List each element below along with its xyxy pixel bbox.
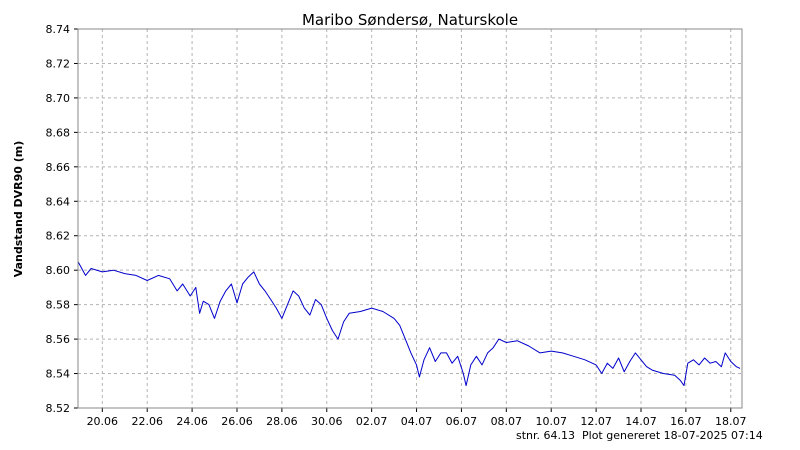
y-tick-label: 8.54 xyxy=(46,368,71,381)
x-tick-label: 20.06 xyxy=(87,415,119,428)
data-series xyxy=(77,261,741,387)
x-tick-label: 02.07 xyxy=(356,415,388,428)
chart-title: Maribo Søndersø, Naturskole xyxy=(302,11,518,29)
y-tick-label: 8.70 xyxy=(46,92,71,105)
x-tick-label: 26.06 xyxy=(221,415,253,428)
y-tick-label: 8.58 xyxy=(46,299,71,312)
water-level-line xyxy=(77,261,741,387)
y-axis-label: Vandstand DVR90 (m) xyxy=(12,141,25,278)
x-tick-labels: 20.06 22.06 24.06 26.06 28.06 30.06 02.07 04.07… xyxy=(87,408,747,428)
y-tick-label: 8.64 xyxy=(46,195,71,208)
y-tick-label: 8.52 xyxy=(46,402,71,415)
x-tick-label: 10.07 xyxy=(535,415,567,428)
x-tick-label: 18.07 xyxy=(715,415,747,428)
y-tick-label: 8.62 xyxy=(46,230,71,243)
x-tick-label: 14.07 xyxy=(625,415,657,428)
footer-generated: Plot genereret 18-07-2025 07:14 xyxy=(582,429,763,442)
x-tick-label: 24.06 xyxy=(176,415,208,428)
y-tick-label: 8.72 xyxy=(46,57,71,70)
x-tick-label: 08.07 xyxy=(491,415,523,428)
x-tick-label: 30.06 xyxy=(311,415,343,428)
x-tick-label: 12.07 xyxy=(580,415,612,428)
x-tick-label: 28.06 xyxy=(266,415,298,428)
y-tick-label: 8.66 xyxy=(46,161,71,174)
x-tick-label: 22.06 xyxy=(131,415,163,428)
y-tick-labels: 8.52 8.54 8.56 8.58 8.60 8.62 8.64 8.66 8.68 8.70… xyxy=(46,23,78,415)
footer-station: stnr. 64.13 xyxy=(516,429,575,442)
grid-lines xyxy=(78,29,742,408)
y-tick-label: 8.60 xyxy=(46,264,71,277)
y-tick-label: 8.56 xyxy=(46,333,71,346)
x-tick-label: 04.07 xyxy=(401,415,433,428)
x-tick-label: 16.07 xyxy=(670,415,702,428)
y-tick-label: 8.68 xyxy=(46,126,71,139)
plot-frame xyxy=(77,28,743,409)
x-tick-label: 06.07 xyxy=(446,415,478,428)
y-tick-label: 8.74 xyxy=(46,23,71,36)
